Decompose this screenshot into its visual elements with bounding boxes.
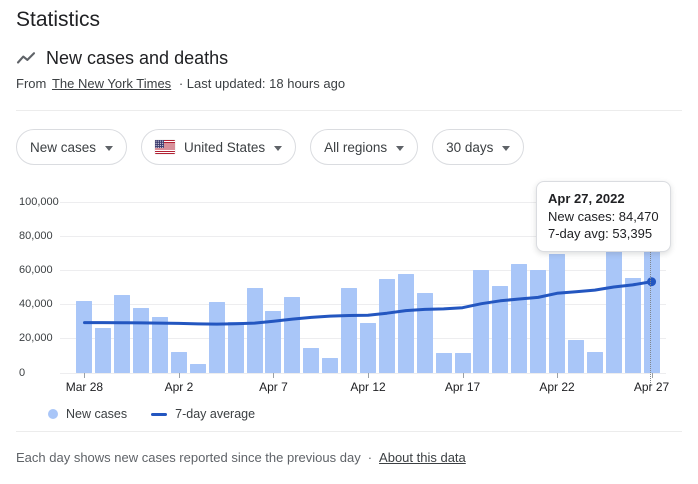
average-line-icon [151,412,168,416]
cases-chart: Apr 27, 2022 New cases: 84,470 7-day avg… [0,181,698,399]
bar-apr-4[interactable] [208,302,225,373]
x-axis-label: Apr 2 [164,380,194,394]
bar-apr-11[interactable] [341,287,358,373]
bar-apr-6[interactable] [246,287,263,373]
chevron-down-icon [274,145,283,151]
chart-legend: New cases 7-day average [48,407,255,421]
bar-apr-17[interactable] [454,352,471,373]
x-axis-label: Apr 27 [633,380,670,394]
us-flag-icon [155,140,176,154]
bar-apr-9[interactable] [303,348,320,373]
bar-apr-22[interactable] [549,254,566,373]
tooltip-date: Apr 27, 2022 [548,191,625,206]
bar-apr-20[interactable] [511,264,528,373]
x-axis-tick [178,373,180,378]
timerange-dropdown[interactable]: 30 days [432,129,525,165]
gridline-100000 [60,201,666,203]
bar-apr-15[interactable] [416,292,433,373]
metric-dropdown[interactable]: New cases [16,129,128,165]
footer-divider [16,431,682,432]
bar-mar-28[interactable] [76,301,93,373]
footer-text: Each day shows new cases reported since … [16,450,361,465]
x-axis-label: Apr 22 [539,380,575,394]
bar-apr-7[interactable] [265,311,282,373]
section-header: New cases and deaths [16,48,228,69]
country-dropdown-label: United States [184,139,266,155]
y-axis-label: 40,000 [19,298,53,311]
x-axis-tick [84,373,86,378]
tooltip-new-cases: New cases: 84,470 [548,208,659,224]
page-title: Statistics [16,8,101,31]
y-axis-label: 60,000 [19,263,53,276]
bar-apr-13[interactable] [378,278,395,373]
gridline-0 [60,372,666,374]
region-dropdown-label: All regions [324,139,388,155]
timerange-dropdown-label: 30 days [446,139,494,155]
legend-label: New cases [66,407,128,421]
x-axis-tick [273,373,275,378]
footer-separator: · [367,450,373,465]
x-axis-tick [557,373,559,378]
seven-day-average-line [83,277,657,326]
gridline-40000 [60,304,666,306]
legend-item-new-cases: New cases [48,407,127,421]
x-axis-tick [651,373,653,378]
chevron-down-icon [502,145,511,151]
legend-label: 7-day average [175,407,256,421]
source-prefix: From [16,76,47,91]
x-axis-label: Apr 12 [350,380,386,394]
y-axis-label: 0 [19,366,26,379]
bar-mar-29[interactable] [95,327,112,373]
bar-apr-10[interactable] [322,357,339,373]
about-this-data-link[interactable]: About this data [379,450,466,465]
bar-apr-26[interactable] [624,278,641,373]
highlight-guide-line [650,235,651,385]
bar-apr-18[interactable] [473,269,490,373]
last-updated: · Last updated: 18 hours ago [178,76,346,91]
source-attribution: From The New York Times · Last updated: … [16,76,345,91]
footer-note: Each day shows new cases reported since … [16,450,466,465]
x-axis-label: Apr 17 [444,380,481,394]
section-title: New cases and deaths [46,48,229,68]
x-axis-label: Apr 7 [259,380,288,394]
legend-item-7-day-average: 7-day average [151,407,255,421]
header-divider [16,110,682,111]
x-axis-label: Mar 28 [65,380,104,394]
bar-apr-14[interactable] [397,273,414,373]
bar-apr-1[interactable] [152,316,169,373]
region-dropdown[interactable]: All regions [310,129,419,165]
tooltip-avg: 7-day avg: 53,395 [548,226,653,242]
bar-mar-30[interactable] [114,295,131,373]
bar-apr-24[interactable] [586,351,603,373]
y-axis-label: 20,000 [19,332,53,345]
metric-dropdown-label: New cases [30,139,97,155]
highlight-point [647,277,657,287]
bar-apr-23[interactable] [567,339,584,373]
bar-apr-25[interactable] [605,244,622,373]
chevron-down-icon [396,145,405,151]
bar-apr-3[interactable] [189,363,206,373]
bar-apr-27[interactable] [643,228,660,373]
chart-tooltip: Apr 27, 2022 New cases: 84,470 7-day avg… [536,181,671,252]
new-cases-dot-icon [48,409,58,419]
gridline-80000 [60,235,666,237]
chevron-down-icon [105,145,114,151]
bar-apr-16[interactable] [435,352,452,373]
x-axis-tick [368,373,369,378]
country-dropdown[interactable]: United States [141,129,297,165]
gridline-60000 [60,269,666,271]
y-axis-label: 80,000 [19,229,53,242]
filter-bar: New cases United States All regions 30 d… [16,129,525,165]
source-link[interactable]: The New York Times [51,76,172,91]
bar-apr-5[interactable] [227,321,244,373]
y-axis-label: 100,000 [19,195,59,208]
x-axis-tick [462,373,464,378]
bar-apr-19[interactable] [492,285,509,373]
bar-apr-8[interactable] [284,296,301,373]
bar-apr-12[interactable] [360,323,376,373]
bar-apr-2[interactable] [170,352,187,373]
trending-chart-icon [16,49,36,69]
